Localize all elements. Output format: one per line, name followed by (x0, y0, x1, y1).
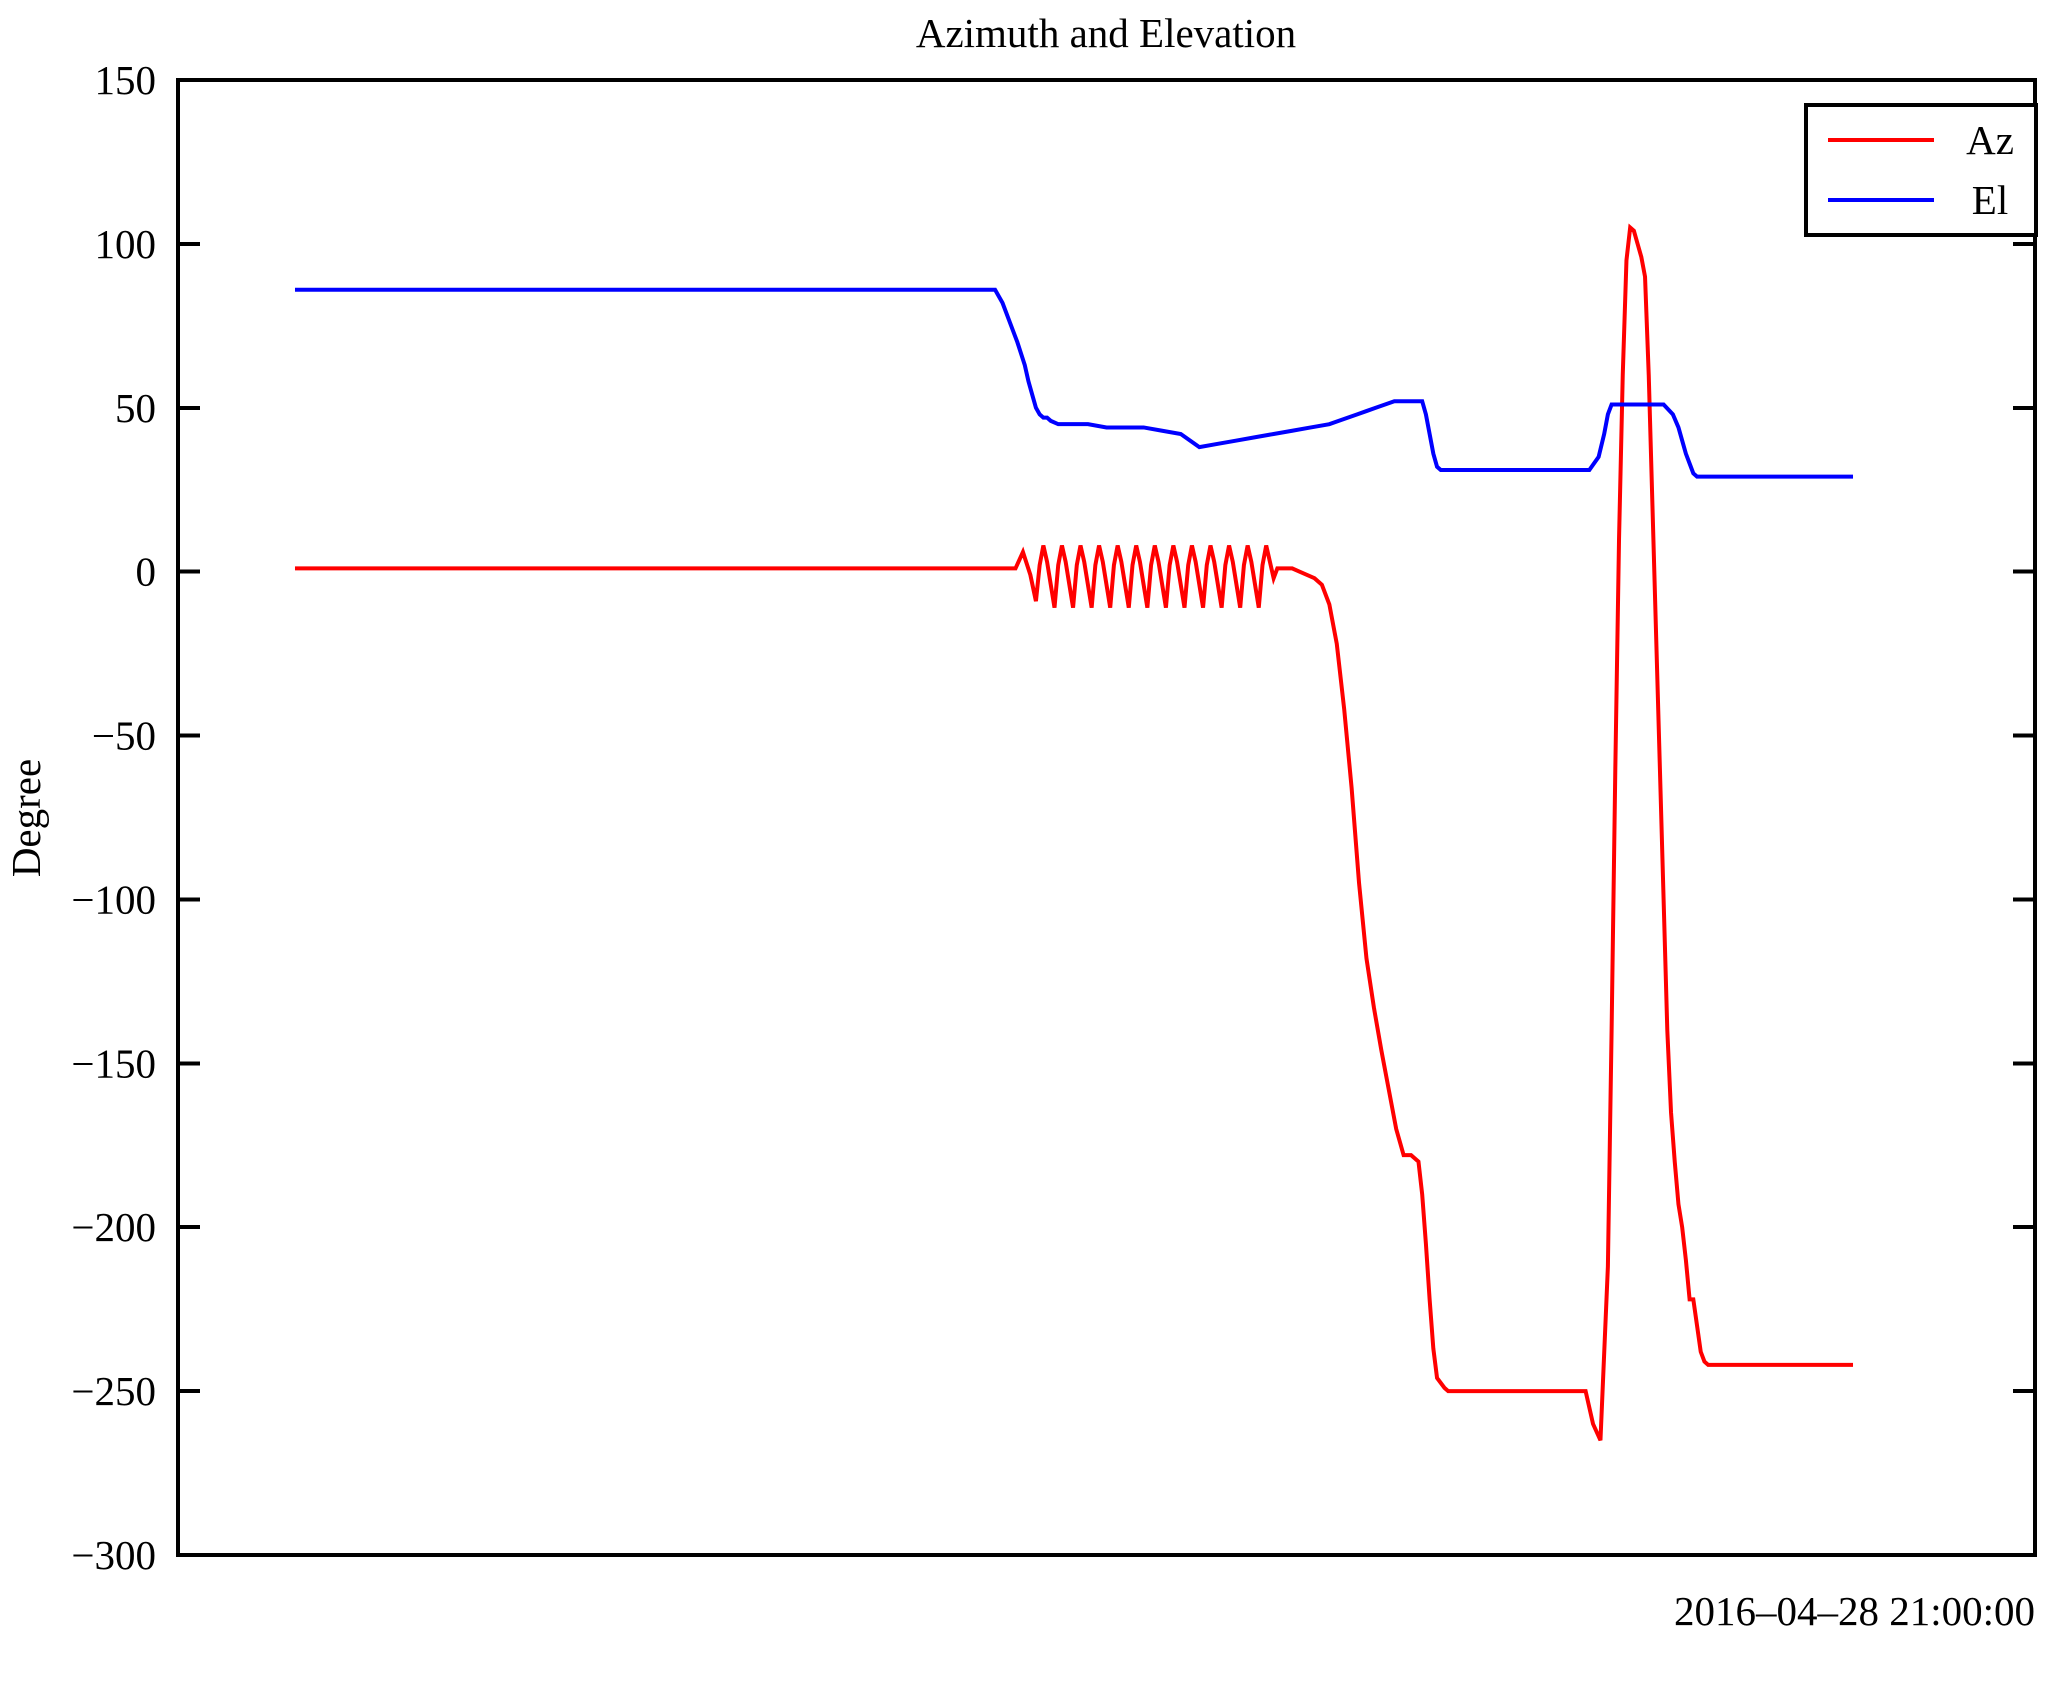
y-tick-label: −200 (71, 1204, 156, 1250)
y-tick-label: 100 (95, 221, 157, 267)
x-axis-label: 2016‒04‒28 21:00:00 (1674, 1588, 2035, 1634)
y-tick-label: −100 (71, 876, 156, 922)
legend-label-az: Az (1966, 117, 2014, 163)
chart-title: Azimuth and Elevation (916, 10, 1296, 56)
data-series-group (294, 223, 1854, 1442)
y-tick-label: −250 (71, 1368, 156, 1414)
y-tick-label: −150 (71, 1040, 156, 1086)
y-tick-label: 150 (95, 57, 157, 103)
legend-box (1804, 103, 2038, 237)
plot-frame (176, 78, 2037, 1557)
series-line-el (294, 287, 1854, 479)
legend-label-el: El (1972, 177, 2008, 223)
y-tick-label: −300 (71, 1532, 156, 1578)
y-tick-label: −50 (92, 713, 156, 759)
legend: Az El (1804, 103, 2038, 237)
y-tick-label: 50 (115, 385, 156, 431)
series-line-az (294, 223, 1854, 1442)
y-axis-ticks: 150 100 50 0 −50 −100 −150 −200 −250 −300 (71, 57, 2035, 1578)
y-tick-label: 0 (136, 549, 157, 595)
y-axis-title: Degree (3, 759, 49, 877)
